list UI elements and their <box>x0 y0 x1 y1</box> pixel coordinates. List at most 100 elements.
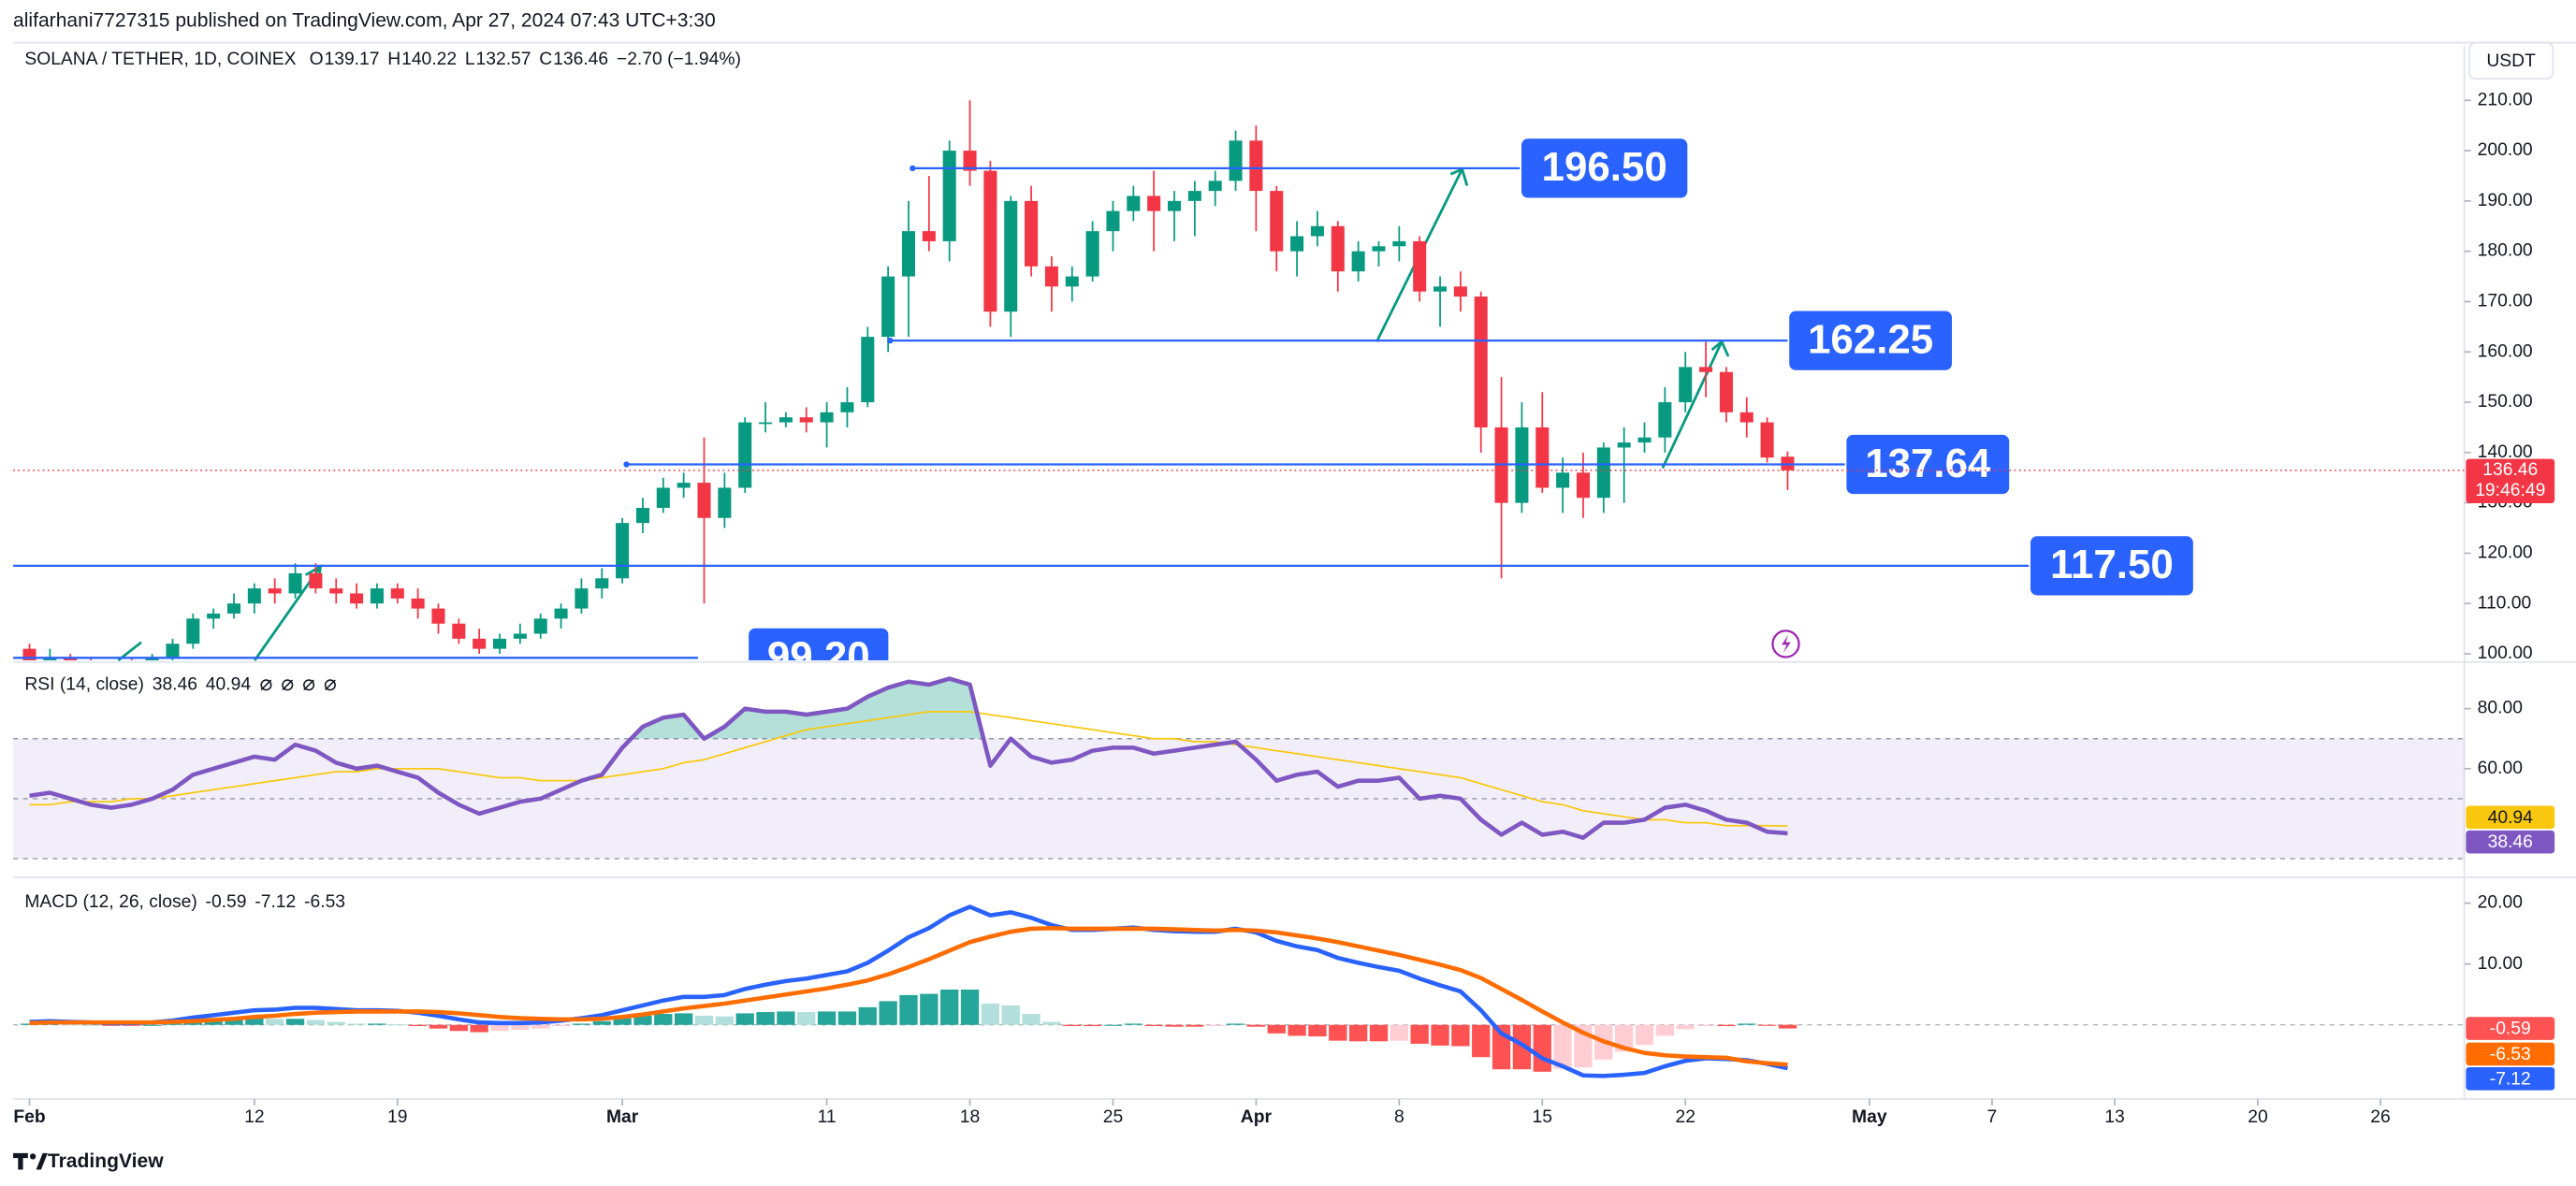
macd-histogram-bar <box>1226 1023 1245 1025</box>
level-box <box>1846 434 2010 495</box>
candle-body <box>411 598 425 609</box>
level-anchor <box>623 461 630 468</box>
macd-histogram-bar <box>1206 1024 1225 1027</box>
macd-histogram-bar <box>940 990 959 1025</box>
x-tick-label: 8 <box>1394 1107 1404 1127</box>
value-badge-label: 40.94 <box>2488 808 2534 828</box>
pane <box>13 676 2465 860</box>
macd-histogram-bar <box>102 1024 121 1026</box>
level-label: 196.50 <box>1542 144 1667 190</box>
macd-histogram-bar <box>449 1024 468 1032</box>
macd-histogram-bar <box>981 1003 1000 1025</box>
macd-histogram-bar <box>1451 1024 1470 1047</box>
icon[interactable] <box>303 679 314 691</box>
macd-histogram-bar <box>1757 1024 1777 1026</box>
macd-histogram-bar <box>1103 1024 1123 1026</box>
icon[interactable] <box>282 679 294 691</box>
candle-body <box>820 412 834 423</box>
candle-body <box>1474 296 1488 427</box>
candle-body <box>370 588 384 604</box>
macd-histogram-bar <box>81 1024 100 1026</box>
macd-histogram-bar <box>61 1024 80 1026</box>
macd-histogram-bar <box>1676 1024 1695 1030</box>
candle-body <box>1331 225 1345 272</box>
candle-body <box>1004 200 1018 312</box>
y-tick-label: 20.00 <box>2478 893 2523 913</box>
candle-body <box>329 588 343 594</box>
macd-histogram-bar <box>613 1018 632 1025</box>
macd-histogram-bar <box>1553 1024 1572 1069</box>
value-badge <box>2466 805 2555 830</box>
pane: 196.50 162.25 137.64 117.50 99.20 <box>13 100 2465 661</box>
ohlc-value: 136.46 <box>553 50 608 69</box>
candle-body <box>431 608 445 624</box>
candle-body <box>288 572 302 594</box>
logo <box>13 1152 48 1170</box>
candle-body <box>1719 371 1733 412</box>
x-tick-label: 18 <box>960 1107 980 1127</box>
candle-body <box>493 638 507 649</box>
candle-body <box>350 593 364 604</box>
macd-histogram-bar <box>1655 1024 1675 1036</box>
logo-mark <box>29 1153 36 1160</box>
candle-body <box>677 483 691 488</box>
icon[interactable] <box>282 679 294 691</box>
hidden-value-icons[interactable] <box>260 679 336 691</box>
macd-histogram-bar <box>1022 1014 1041 1025</box>
macd-histogram-bar <box>654 1014 673 1025</box>
candle-body <box>1167 200 1182 211</box>
macd-histogram-bar <box>1431 1024 1449 1046</box>
pane <box>13 904 2465 1078</box>
value-badge-label: -6.53 <box>2490 1045 2531 1064</box>
candle-body <box>1535 427 1550 488</box>
macd-histogram-bar <box>1717 1024 1736 1027</box>
candle-body <box>247 588 261 604</box>
y-tick-label: 80.00 <box>2478 699 2523 718</box>
countdown-label: 19:46:49 <box>2475 481 2545 500</box>
candle-body <box>1127 195 1141 211</box>
ohlc-key: O <box>310 50 324 69</box>
macd-histogram-bar <box>1001 1005 1020 1025</box>
x-tick-label: Apr <box>1241 1107 1273 1127</box>
candle-body <box>166 644 180 659</box>
candle-body <box>1760 422 1774 458</box>
macd-histogram-bar <box>511 1024 530 1030</box>
alert-icon[interactable] <box>1771 629 1800 658</box>
candle-body <box>1085 231 1099 277</box>
currency-label[interactable]: USDT <box>2486 51 2536 71</box>
x-tick-label: 26 <box>2370 1107 2390 1127</box>
candle-body <box>718 487 732 518</box>
candle-body <box>799 417 813 423</box>
icon[interactable] <box>260 679 272 691</box>
candle-body <box>513 633 527 639</box>
macd-histogram-bar <box>1308 1024 1327 1037</box>
currency-button[interactable] <box>2467 41 2554 80</box>
value-badge <box>2466 1042 2555 1066</box>
y-tick-label: 10.00 <box>2478 954 2523 974</box>
candle-body <box>861 337 875 403</box>
level-anchor <box>910 165 916 172</box>
candle-body <box>1434 286 1448 292</box>
x-tick-label: May <box>1852 1107 1887 1127</box>
y-tick-label: 200.00 <box>2478 140 2533 160</box>
alert-bolt[interactable] <box>1782 634 1791 654</box>
candle-body <box>533 618 547 634</box>
macd-line <box>29 904 1788 1078</box>
icon[interactable] <box>325 679 336 691</box>
icon[interactable] <box>303 679 315 691</box>
icon[interactable] <box>260 679 272 691</box>
level-label: 162.25 <box>1808 316 1933 362</box>
x-tick-label: 22 <box>1675 1107 1695 1127</box>
value-badge-label: -0.59 <box>2490 1020 2531 1039</box>
macd-histogram-bar <box>1533 1024 1551 1072</box>
candle-body <box>1392 240 1406 247</box>
macd-histogram-bar <box>368 1023 386 1025</box>
macd-histogram-bar <box>735 1013 754 1025</box>
value-badge <box>2466 1017 2555 1040</box>
macd-histogram-bar <box>142 1024 162 1026</box>
y-tick-label: 100.00 <box>2478 644 2533 663</box>
candle-body <box>390 588 404 599</box>
value-badge-label: 38.46 <box>2488 832 2533 852</box>
icon[interactable] <box>324 679 336 691</box>
candle-body <box>881 276 895 338</box>
